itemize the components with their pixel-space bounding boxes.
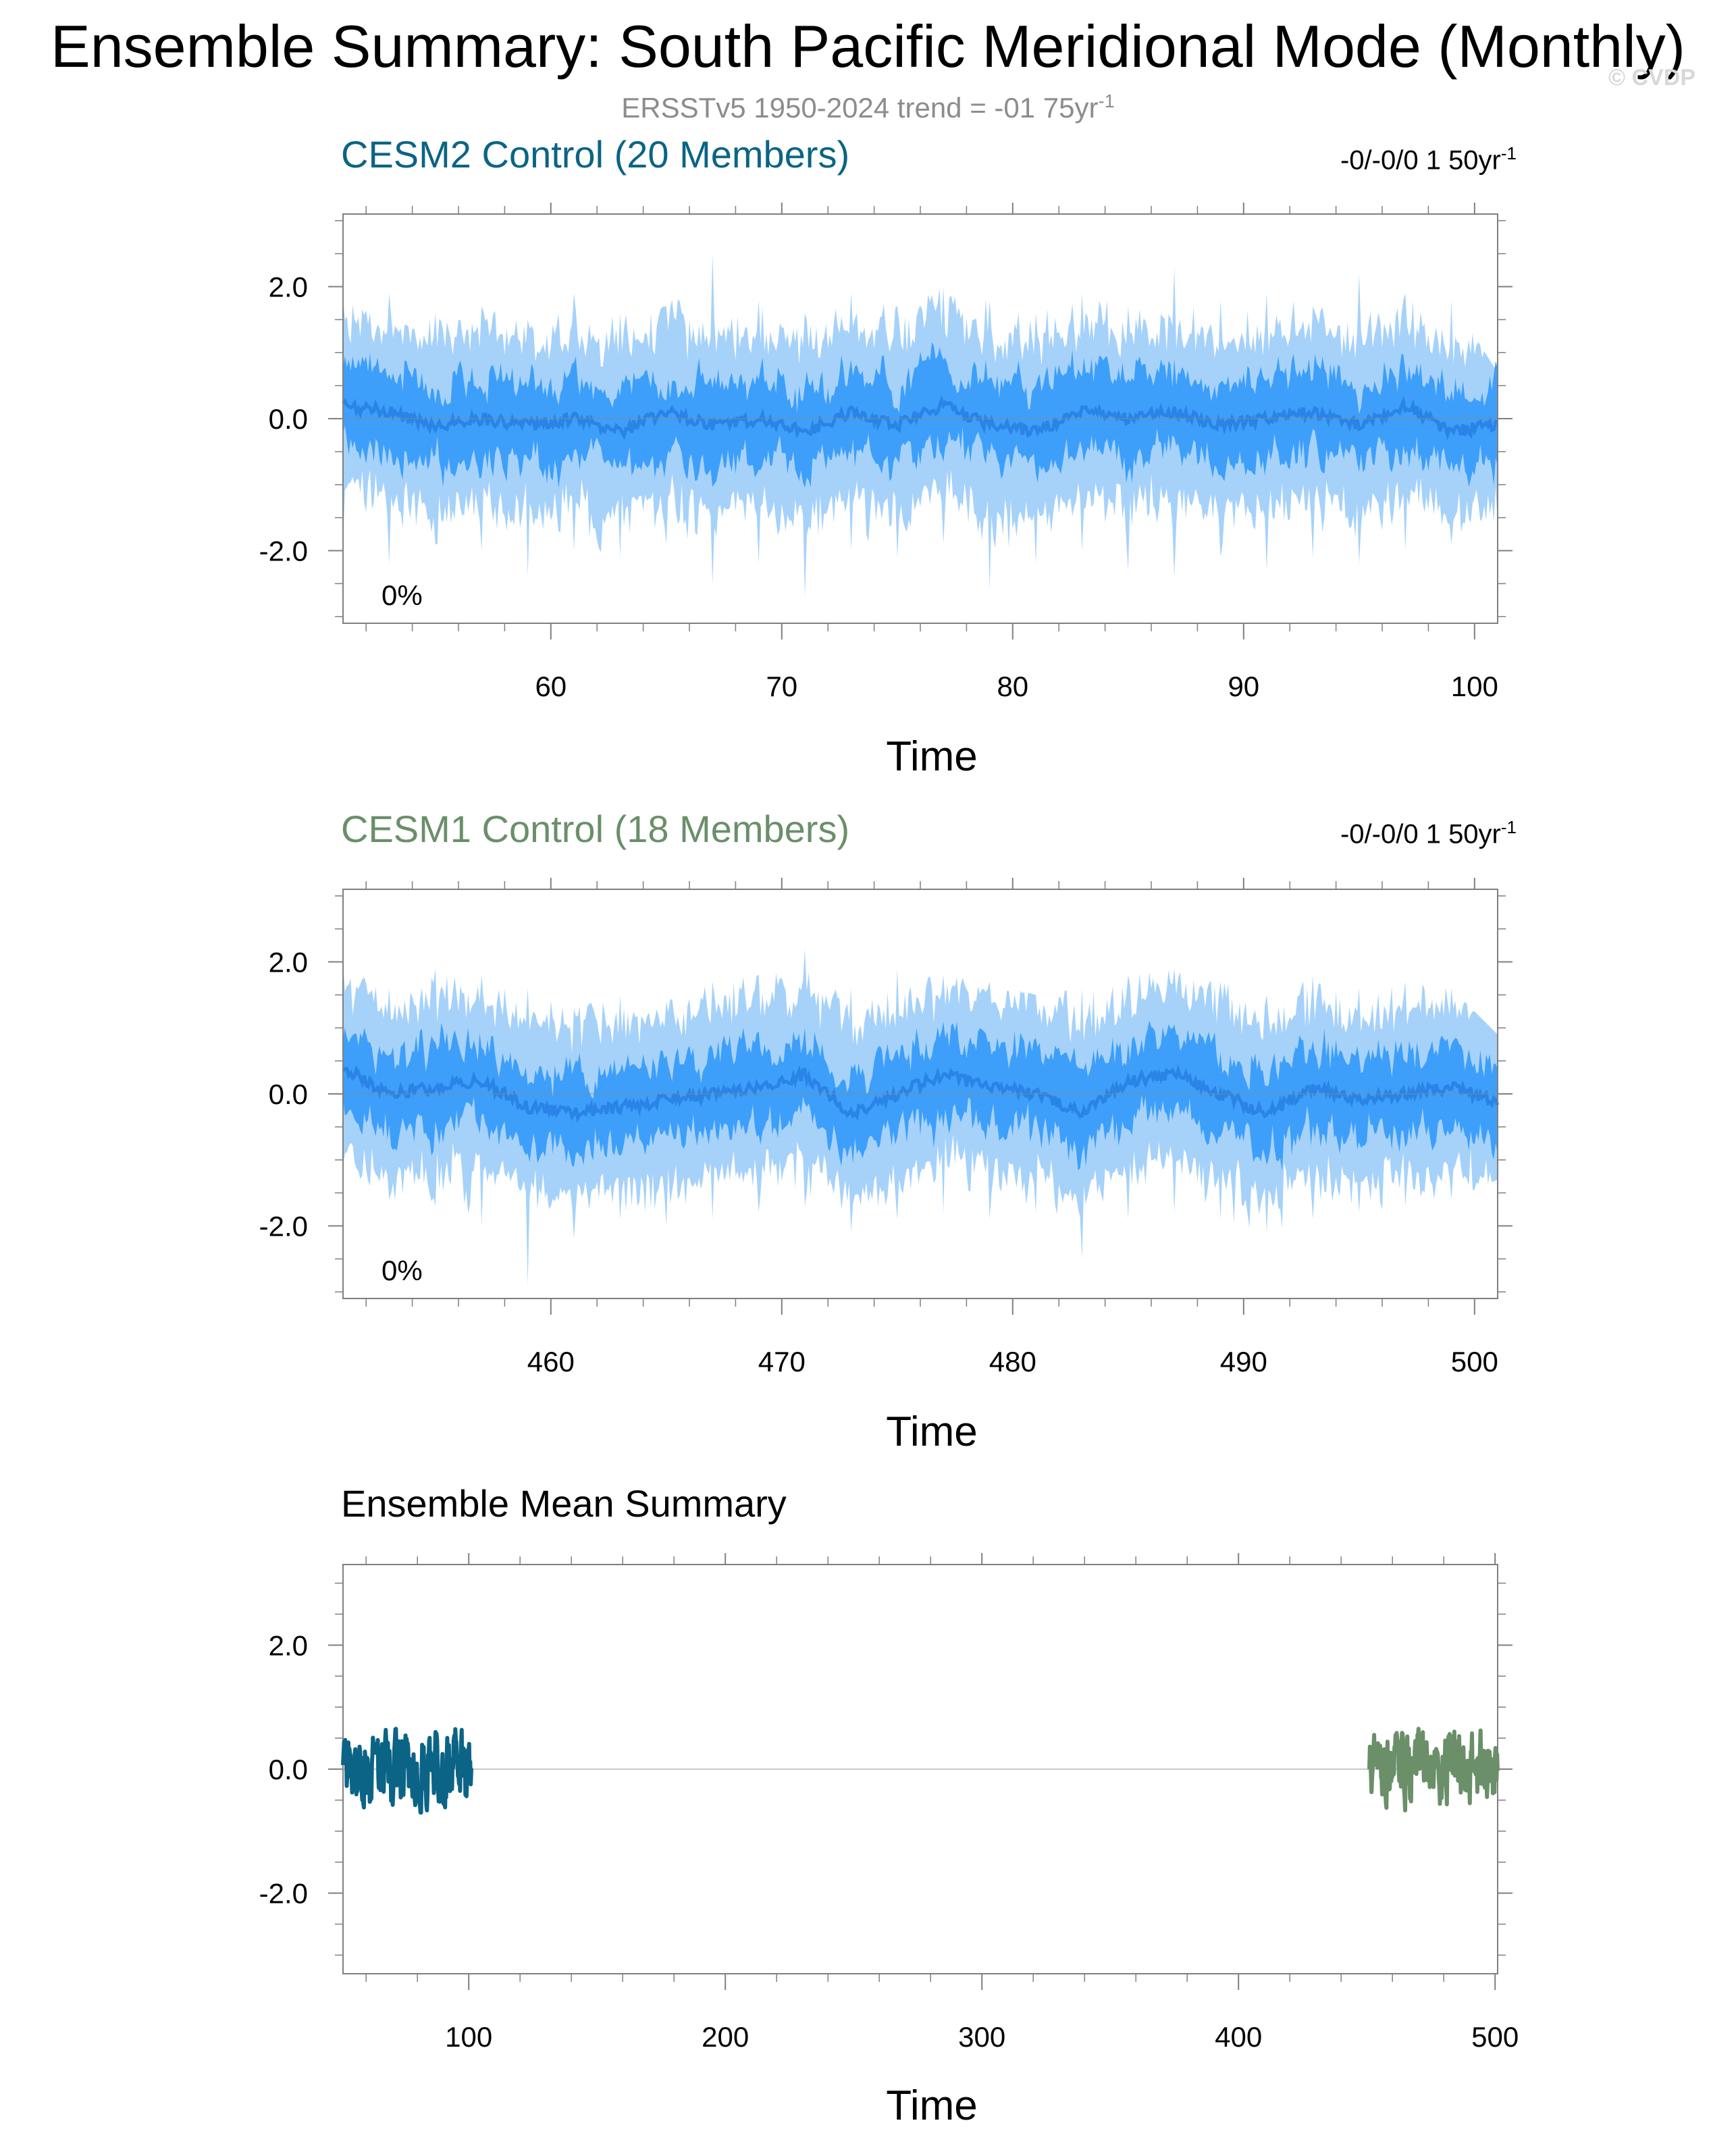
cesm1-ytick-label: 2.0: [269, 947, 308, 978]
cesm1-xtick-label: 500: [1451, 1346, 1498, 1377]
cesm2-xtick-label: 60: [535, 671, 567, 702]
cesm1-xtick-label: 470: [758, 1346, 806, 1377]
cesm1-ensemble-mean-line: [342, 1064, 1500, 1124]
cesm1-ytick-label: 0.0: [269, 1078, 308, 1110]
cesm2-trend-text: -0/-0/0 1 50yr: [1340, 145, 1501, 176]
cesm1-ytick-label: -2.0: [259, 1210, 308, 1242]
cesm1-trend-text: -0/-0/0 1 50yr: [1340, 819, 1501, 849]
cesm2-percent-label: 0%: [382, 579, 423, 611]
cesm1-xtick-label: 490: [1220, 1346, 1267, 1377]
cesm2-ytick-label: 2.0: [269, 271, 308, 303]
ensemble-x-axis-label: Time: [886, 2082, 978, 2129]
ensemble-mean-title: Ensemble Mean Summary: [341, 1482, 787, 1525]
cesm1-trend-exponent: -1: [1500, 817, 1517, 837]
ensemble-xtick-label: 200: [702, 2021, 749, 2053]
cesm1-inner-band: [343, 1020, 1498, 1172]
ensemble-xtick-label: 500: [1471, 2021, 1519, 2053]
ensemble-xtick-label: 300: [958, 2021, 1005, 2053]
cesm2-trend: -0/-0/0 1 50yr-1: [1340, 143, 1517, 176]
cesm2-xtick-label: 70: [766, 671, 797, 702]
cesm2-chart: 2.0 0.0 -2.0 60 70 80 90 100: [259, 203, 1513, 702]
cesm2-ytick-label: -2.0: [259, 535, 308, 567]
ensemble-cesm1-series-line: [1367, 1727, 1500, 1813]
cesm2-xtick-label: 100: [1451, 671, 1498, 702]
watermark: © CVDP: [1608, 65, 1695, 90]
ensemble-cesm2-series-line: [341, 1727, 473, 1815]
cesm1-xtick-label: 480: [989, 1346, 1036, 1377]
cesm2-xtick-label: 90: [1228, 671, 1259, 702]
cesm1-x-axis-label: Time: [886, 1409, 978, 1455]
cesm1-trend: -0/-0/0 1 50yr-1: [1340, 817, 1517, 849]
ensemble-ytick-label: 2.0: [269, 1629, 308, 1661]
cesm2-x-axis-label: Time: [886, 733, 978, 780]
cesm1-chart: 2.0 0.0 -2.0 460 470 480 490 500: [259, 878, 1513, 1377]
ensemble-ytick-label: 0.0: [269, 1754, 308, 1785]
ensemble-xtick-label: 100: [445, 2021, 492, 2053]
cesm1-percent-label: 0%: [382, 1255, 423, 1286]
page-subtitle: ERSSTv5 1950-2024 trend = -01 75yr-1: [0, 90, 1736, 124]
ensemble-mean-chart: 2.0 0.0 -2.0 100 200 300 400 500: [259, 1553, 1519, 2053]
page-title: Ensemble Summary: South Pacific Meridion…: [51, 13, 1685, 80]
ensemble-xtick-label: 400: [1215, 2021, 1262, 2053]
cesm2-ytick-label: 0.0: [269, 403, 308, 435]
cesm2-panel-title: CESM2 Control (20 Members): [341, 133, 850, 176]
cesm2-xtick-label: 80: [997, 671, 1028, 702]
cesm2-trend-exponent: -1: [1500, 143, 1517, 163]
subtitle-exponent: -1: [1098, 90, 1115, 111]
ensemble-ytick-label: -2.0: [259, 1878, 308, 1910]
cesm1-panel-title: CESM1 Control (18 Members): [341, 808, 850, 850]
cesm1-xtick-label: 460: [527, 1346, 575, 1377]
subtitle-text: ERSSTv5 1950-2024 trend = -01 75yr: [621, 92, 1099, 124]
